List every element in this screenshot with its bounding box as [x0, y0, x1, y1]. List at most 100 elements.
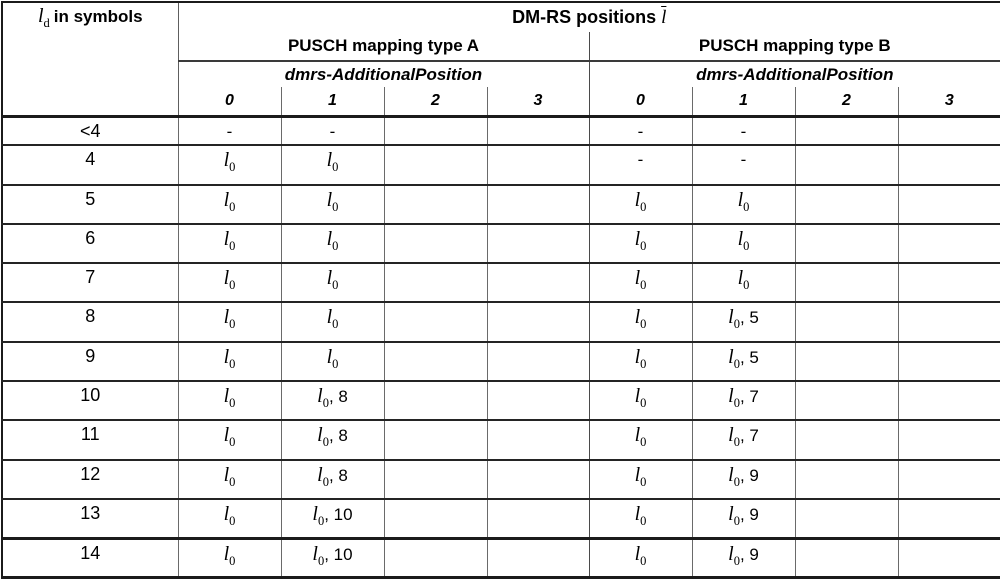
dmrs-position-cell-a0: l0 [177, 459, 281, 500]
table-row: 5 l0 l0 l0 l0 [2, 184, 1000, 225]
dmrs-position-cell-b1: l0, 7 [691, 420, 795, 461]
ld-value-cell: 7 [2, 263, 178, 304]
math-l0-symbol: l0 [223, 188, 236, 214]
math-l0-symbol: l0 [326, 227, 339, 253]
table-row: 8 l0 l0 l0 l0, 5 [2, 302, 1000, 343]
math-l0-symbol: l0 [728, 345, 740, 371]
dmrs-position-cell-b2 [794, 536, 898, 579]
dmrs-position-cell-b3 [897, 223, 1000, 265]
math-l0-symbol: l0 [312, 502, 325, 528]
ld-header-label: in symbols [53, 7, 143, 26]
dmrs-position-cell-a3 [486, 536, 589, 579]
math-l0-symbol: l0 [728, 542, 740, 568]
math-l0-symbol: l0 [326, 267, 339, 293]
dmrs-position-cell-a3 [486, 223, 589, 265]
math-l0-symbol: l0 [223, 385, 236, 410]
dmrs-position-cell-a0: l0 [177, 263, 281, 304]
dmrs-position-cell-b0: - [588, 116, 692, 147]
ld-value-cell: 6 [2, 223, 178, 265]
dmrs-position-cell-b2 [794, 223, 898, 265]
table-title-cell: DM-RS positions l [178, 2, 1000, 32]
dmrs-position-cell-a1: l0 [280, 341, 384, 383]
dmrs-position-cell-a2 [383, 184, 487, 225]
ld-value-cell: <4 [2, 116, 178, 147]
dmrs-position-cell-b0: l0 [588, 420, 692, 461]
math-l0-symbol: l0 [223, 149, 236, 175]
dmrs-position-cell-b2 [794, 341, 898, 383]
table-row: 13 l0 l0, 10 l0 l0, 9 [2, 498, 1000, 540]
math-l0-symbol: l0 [317, 385, 329, 410]
dmrs-position-cell-b2 [794, 116, 898, 147]
math-l0-symbol: l0 [326, 345, 339, 371]
dmrs-position-cell-a1: l0 [280, 263, 384, 304]
dmrs-position-cell-b2 [794, 459, 898, 500]
dmrs-position-cell-a2 [383, 381, 487, 422]
dmrs-position-cell-a0: l0 [177, 536, 281, 579]
dmrs-position-cell-a1: l0, 10 [280, 536, 384, 579]
dmrs-position-cell-b0: l0 [588, 381, 692, 422]
subheader-dmrs-additional-position-a: dmrs-AdditionalPosition [284, 64, 483, 84]
table-row: 11 l0 l0, 8 l0 l0, 7 [2, 420, 1000, 461]
math-l0-symbol: l0 [634, 385, 647, 410]
math-l0-symbol: l0 [737, 227, 750, 253]
dmrs-position-cell-a3 [486, 116, 589, 147]
position-col-b0: 0 [588, 87, 692, 118]
position-suffix: , 5 [739, 308, 759, 328]
position-suffix: , 9 [739, 465, 759, 485]
position-col-b3: 3 [897, 87, 1000, 118]
position-suffix: , 5 [739, 347, 759, 367]
dmrs-position-cell-b2 [794, 498, 898, 540]
dmrs-position-cell-b3 [897, 302, 1000, 343]
position-suffix: , 9 [739, 504, 759, 524]
dmrs-position-cell-b0: l0 [588, 459, 692, 500]
dmrs-position-cell-a0: - [177, 116, 281, 147]
dmrs-position-cell-a0: l0 [177, 341, 281, 383]
dmrs-position-cell-a0: l0 [177, 145, 281, 186]
dmrs-position-cell-b3 [897, 498, 1000, 540]
math-l-bar-symbol: l [661, 7, 667, 28]
dmrs-position-cell-a0: l0 [177, 498, 281, 540]
ld-value-cell: 5 [2, 184, 178, 225]
dmrs-position-cell-a1: l0 [280, 184, 384, 225]
dmrs-position-cell-b1: l0 [691, 184, 795, 225]
math-l0-symbol: l0 [223, 227, 236, 253]
dmrs-position-cell-b0: l0 [588, 341, 692, 383]
math-l0-symbol: l0 [634, 306, 647, 332]
dmrs-position-cell-a0: l0 [177, 381, 281, 422]
dmrs-position-cell-a1: l0, 10 [280, 498, 384, 540]
dmrs-position-cell-a2 [383, 459, 487, 500]
dmrs-position-cell-b1: - [691, 116, 795, 147]
dmrs-position-cell-a3 [486, 381, 589, 422]
dmrs-position-cell-b3 [897, 263, 1000, 304]
math-l0-symbol: l0 [223, 463, 236, 489]
dmrs-position-cell-b1: l0, 9 [691, 498, 795, 540]
math-l0-symbol: l0 [317, 463, 329, 489]
dmrs-position-cell-b1: l0, 9 [691, 536, 795, 579]
position-col-b1: 1 [691, 87, 795, 118]
position-suffix: , 8 [328, 465, 348, 485]
dmrs-position-cell-b0: l0 [588, 223, 692, 265]
dmrs-position-cell-a2 [383, 302, 487, 343]
dmrs-position-cell-b3 [897, 420, 1000, 461]
dmrs-position-cell-a2 [383, 145, 487, 186]
table-row: 12 l0 l0, 8 l0 l0, 9 [2, 459, 1000, 500]
position-col-a1: 1 [280, 87, 384, 118]
position-col-a0: 0 [178, 87, 281, 118]
dmrs-position-cell-a0: l0 [177, 420, 281, 461]
dmrs-position-cell-b1: - [691, 145, 795, 186]
math-l0-symbol: l0 [223, 542, 236, 568]
dmrs-position-cell-a3 [486, 498, 589, 540]
dmrs-position-cell-a2 [383, 263, 487, 304]
math-l0-symbol: l0 [223, 424, 236, 450]
math-l0-symbol: l0 [634, 267, 647, 293]
group-header-type-a: PUSCH mapping type A [178, 32, 589, 62]
ld-value-cell: 10 [2, 381, 178, 422]
table-title: DM-RS positions [512, 7, 657, 27]
dmrs-position-cell-b2 [794, 302, 898, 343]
table-body: <4- - - -4 l0 l0- -5 l0 l0 l0 l0 6 l0 l0 l0 l0 7 l0 l0 l0 l0… [2, 116, 1000, 579]
math-l0-symbol: l0 [634, 424, 647, 450]
table-row: 10 l0 l0, 8 l0 l0, 7 [2, 381, 1000, 422]
dmrs-position-cell-a2 [383, 341, 487, 383]
dmrs-position-cell-b1: l0 [691, 223, 795, 265]
